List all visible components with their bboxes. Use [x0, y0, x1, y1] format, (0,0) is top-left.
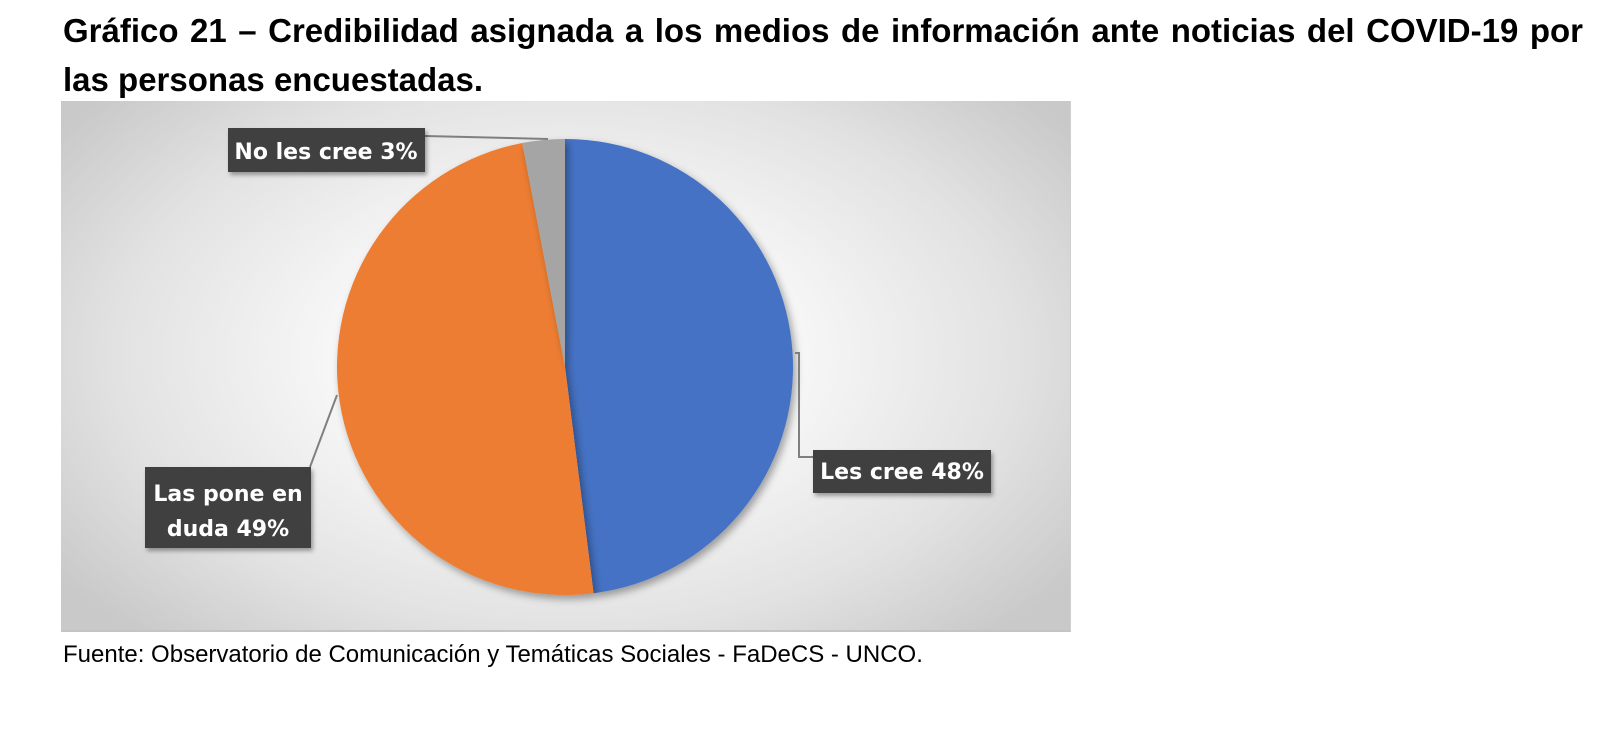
- pie-slice-no-les-cree: [522, 139, 565, 367]
- data-label-box-no-les-cree: [228, 128, 425, 172]
- source-note: Fuente: Observatorio de Comunicación y T…: [63, 641, 923, 668]
- pie-slice-les-cree: [565, 139, 794, 594]
- data-label-las-pone-en-duda: duda 49%: [167, 517, 289, 542]
- leader-line-no-les-cree: [424, 135, 549, 140]
- chart-area: Les cree 48% Las pone en duda 49% No les cr…: [61, 101, 1071, 632]
- data-label-las-pone-en-duda: Las pone en: [153, 482, 302, 507]
- pie-chart: Les cree 48% Las pone en duda 49% No les cr…: [145, 128, 991, 595]
- data-label-box-les-cree: [813, 450, 991, 493]
- data-label-box-las-pone-en-duda: [145, 467, 311, 548]
- chart-title: Gráfico 21 – Credibilidad asignada a los…: [63, 12, 1583, 98]
- pie-slice-las-pone-en-duda: [337, 143, 594, 595]
- leader-line-las-pone-en-duda: [309, 394, 338, 468]
- data-label-no-les-cree: No les cree 3%: [234, 140, 417, 165]
- leader-line-les-cree: [795, 352, 813, 458]
- data-label-les-cree: Les cree 48%: [820, 460, 984, 485]
